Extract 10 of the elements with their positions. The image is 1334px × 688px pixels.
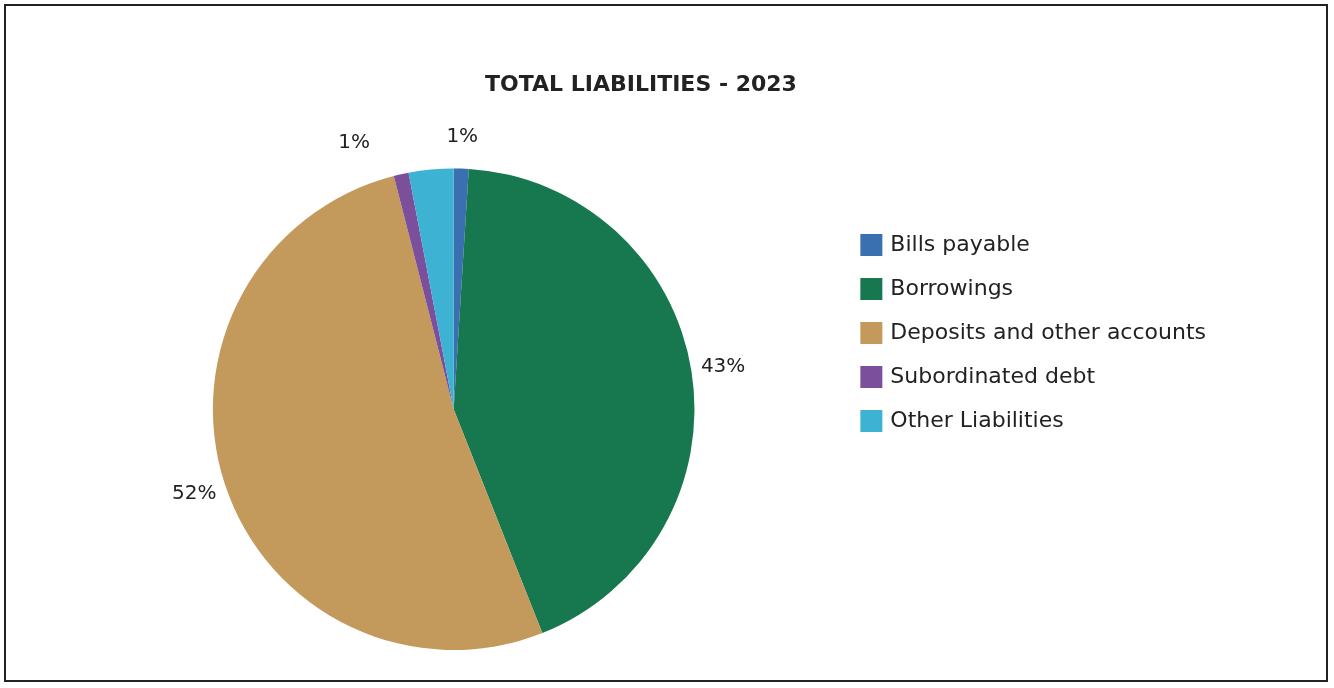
- data-label: 1%: [446, 122, 479, 147]
- legend-label: Deposits and other accounts: [890, 318, 1207, 344]
- data-label: 43%: [700, 352, 746, 377]
- data-label: 1%: [338, 129, 371, 154]
- chart-title: TOTAL LIABILITIES - 2023: [485, 70, 797, 96]
- legend-label: Borrowings: [890, 274, 1014, 300]
- legend-label: Other Liabilities: [890, 406, 1064, 432]
- data-label: 52%: [172, 479, 217, 504]
- legend-label: Bills payable: [890, 230, 1030, 256]
- legend-label: Subordinated debt: [890, 362, 1096, 388]
